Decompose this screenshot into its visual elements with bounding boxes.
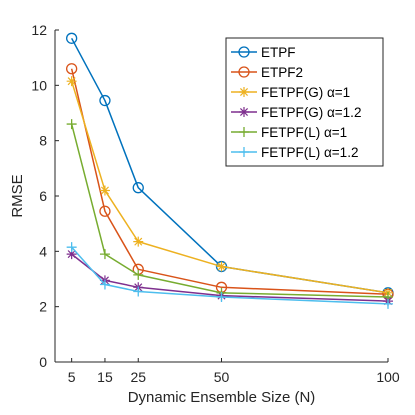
- point-marker: [99, 185, 110, 196]
- series-2: [66, 76, 393, 298]
- legend-entry: ETPF2: [231, 65, 303, 80]
- y-tick-label: 12: [31, 22, 47, 38]
- series-line: [71, 253, 389, 302]
- point-marker: [239, 107, 249, 117]
- legend-entry: FETPF(G) α=1: [231, 85, 350, 100]
- legend-entry: FETPF(G) α=1.2: [231, 105, 361, 120]
- point-marker: [66, 119, 77, 130]
- point-marker: [238, 66, 250, 78]
- legend: ETPF ETPF2 FETPF(G) α=1 FETPF(G) α=1.2 FETPF…: [225, 37, 384, 167]
- legend-entry: FETPF(L) α=1: [231, 125, 347, 140]
- point-marker: [216, 291, 227, 302]
- series-line: [70, 68, 389, 295]
- point-marker: [66, 242, 77, 253]
- y-tick-label: 6: [39, 188, 47, 204]
- point-marker: [133, 286, 144, 297]
- point-marker: [66, 249, 77, 260]
- y-tick-label: 0: [39, 354, 47, 370]
- point-marker: [66, 32, 78, 44]
- axes: 0 2 4 6 8 10 12 5 15 25 50 100: [31, 22, 399, 385]
- y-tick-label: 2: [39, 299, 47, 315]
- point-marker: [238, 46, 250, 58]
- point-marker: [133, 269, 144, 280]
- point-marker: [239, 147, 249, 157]
- legend-box: [225, 37, 384, 167]
- series-5: [66, 242, 393, 309]
- y-tick-label: 8: [39, 133, 47, 149]
- legend-entry: FETPF(L) α=1.2: [231, 145, 358, 160]
- x-tick-label: 15: [97, 369, 113, 385]
- point-marker: [133, 236, 144, 247]
- point-marker: [239, 87, 249, 97]
- point-marker: [66, 63, 78, 75]
- x-tick-label: 25: [130, 369, 146, 385]
- legend-label: FETPF(L) α=1.2: [261, 145, 358, 160]
- legend-label: ETPF: [261, 45, 296, 60]
- point-marker: [383, 298, 393, 309]
- y-tick-label: 4: [39, 243, 47, 259]
- point-marker: [132, 182, 144, 194]
- legend-entry: ETPF: [231, 45, 296, 60]
- point-marker: [99, 279, 110, 290]
- point-marker: [239, 127, 249, 137]
- point-marker: [99, 205, 111, 217]
- legend-label: ETPF2: [261, 65, 303, 80]
- x-tick-label: 50: [214, 369, 230, 385]
- legend-label: FETPF(G) α=1: [261, 85, 350, 100]
- point-marker: [99, 94, 111, 107]
- legend-label: FETPF(G) α=1.2: [261, 105, 361, 120]
- x-axis-label: Dynamic Ensemble Size (N): [128, 389, 316, 406]
- point-marker: [99, 249, 110, 260]
- series-lines: [66, 32, 394, 309]
- point-marker: [66, 76, 77, 87]
- y-axis-label: RMSE: [9, 174, 26, 217]
- y-tick-label: 10: [31, 77, 47, 93]
- x-tick-label: 100: [376, 369, 400, 385]
- x-tick-label: 5: [68, 369, 76, 385]
- point-marker: [216, 261, 227, 272]
- legend-label: FETPF(L) α=1: [261, 125, 347, 140]
